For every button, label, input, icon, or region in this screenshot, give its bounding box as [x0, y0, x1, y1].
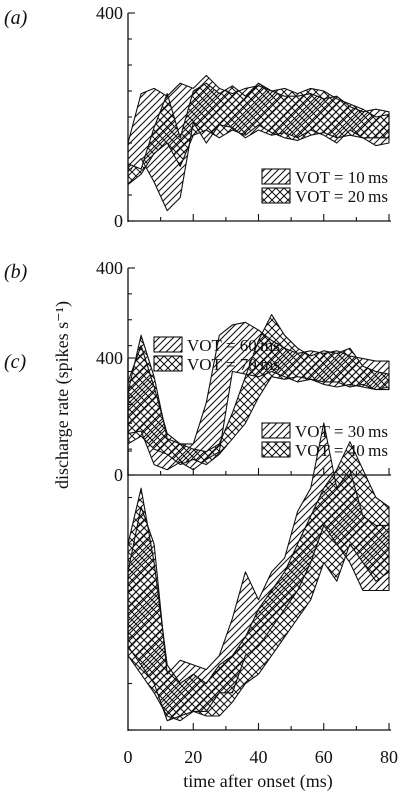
- panel-a-legend-label-2: VOT = 20 ms: [295, 187, 388, 206]
- panel-b-legend-swatch-2: [261, 441, 291, 458]
- panel-c-legend-label-1: VOT = 60 ms: [187, 336, 280, 355]
- y-axis-title: discharge rate (spikes s⁻¹): [52, 301, 73, 489]
- panel-c-legend-swatch-1: [153, 336, 183, 353]
- panel-a-legend-swatch-1: [261, 168, 291, 185]
- panel-c-bands: [127, 422, 390, 722]
- x-tick-label: 40: [250, 747, 268, 767]
- panel-a-legend-swatch-2: [261, 187, 291, 204]
- x-tick-label: 80: [380, 747, 398, 767]
- x-tick-label: 0: [124, 747, 133, 767]
- panel-c-legend-swatch-2: [153, 355, 183, 372]
- panel-a-legend-label-1: VOT = 10 ms: [295, 168, 388, 187]
- panel-a-y-tick-label: 0: [114, 211, 123, 231]
- panel-c-label: (c): [4, 351, 27, 373]
- panel-a-label: (a): [4, 7, 28, 29]
- panel-a-axes: 0 400: [96, 3, 391, 231]
- panel-a-y-tick-label: 400: [96, 3, 123, 23]
- panel-c-band-2: [127, 441, 390, 722]
- panel-c-legend-label-2: VOT = 70 ms: [187, 355, 280, 374]
- panel-b-y-tick-label: 0: [114, 465, 123, 485]
- panel-b-bands: [127, 314, 390, 471]
- panel-c-axes: 400: [96, 348, 391, 731]
- x-tick-labels: 0 20 40 60 80: [124, 747, 399, 767]
- panel-b-legend-label-1: VOT = 30 ms: [295, 422, 388, 441]
- panel-a-band-2: [127, 82, 390, 186]
- x-axis-title: time after onset (ms): [183, 771, 332, 792]
- panel-b-label: (b): [4, 261, 28, 283]
- panel-b-y-tick-label: 400: [96, 258, 123, 278]
- panel-b-legend-label-2: VOT = 40 ms: [295, 441, 388, 460]
- x-tick-label: 20: [184, 747, 202, 767]
- panel-c-y-tick-label: 400: [96, 348, 123, 368]
- panel-b-band-2: [127, 314, 390, 466]
- panel-b-legend-swatch-1: [261, 422, 291, 439]
- x-tick-label: 60: [315, 747, 333, 767]
- panel-a-bands: [127, 74, 390, 212]
